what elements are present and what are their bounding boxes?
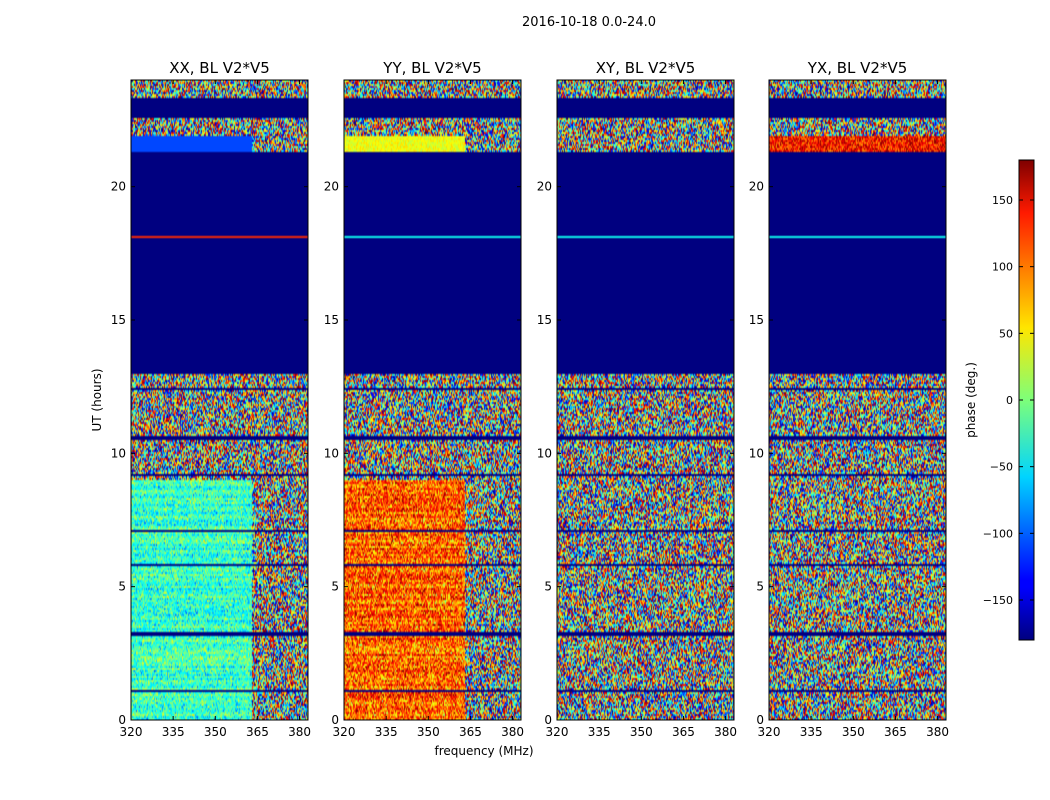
x-tick-label: 380 (288, 725, 311, 739)
panel-0: XX, BL V2*V5 320 335 350 365 380 0 5 10 15 20 (111, 59, 311, 739)
panel-title: YY, BL V2*V5 (382, 59, 481, 77)
y-tick-label: 15 (749, 313, 764, 327)
y-tick-label: 0 (118, 713, 126, 727)
colorbar-tick-label: −100 (983, 527, 1013, 540)
y-tick-label: 5 (118, 580, 126, 594)
y-tick-label: 5 (544, 580, 552, 594)
y-tick-label: 15 (324, 313, 339, 327)
x-tick-label: 335 (162, 725, 185, 739)
y-tick-label: 0 (544, 713, 552, 727)
panel-1: YY, BL V2*V5 320 335 350 365 380 0 5 10 15 20 (324, 59, 524, 739)
x-tick-label: 335 (588, 725, 611, 739)
x-tick-label: 365 (459, 725, 482, 739)
colorbar-tick-label: −50 (990, 461, 1013, 474)
x-tick-label: 350 (417, 725, 440, 739)
x-axis-label: frequency (MHz) (434, 744, 533, 758)
x-tick-label: 335 (375, 725, 398, 739)
heatmap-image (344, 80, 521, 720)
colorbar-tick-label: 0 (1006, 394, 1013, 407)
x-tick-label: 350 (630, 725, 653, 739)
colorbar-tick-label: 50 (999, 327, 1013, 340)
panel-title: XX, BL V2*V5 (169, 59, 270, 77)
x-tick-label: 380 (926, 725, 949, 739)
y-tick-label: 5 (756, 580, 764, 594)
x-tick-label: 365 (246, 725, 269, 739)
y-tick-label: 10 (324, 446, 339, 460)
plot-frame (556, 79, 735, 721)
y-tick-label: 15 (537, 313, 552, 327)
x-tick-label: 350 (842, 725, 865, 739)
heatmap-image (769, 80, 946, 720)
colorbar-tick-label: 100 (992, 261, 1013, 274)
panel-2: XY, BL V2*V5 320 335 350 365 380 0 5 10 15 20 (537, 59, 737, 739)
colorbar-ticks: −150 −100 −50 0 50 100 150 (983, 194, 1034, 607)
y-tick-label: 10 (111, 446, 126, 460)
y-tick-label: 15 (111, 313, 126, 327)
x-tick-label: 380 (501, 725, 524, 739)
figure-suptitle: 2016-10-18 0.0-24.0 (522, 15, 656, 30)
panel-title: YX, BL V2*V5 (807, 59, 908, 77)
panel-title: XY, BL V2*V5 (596, 59, 696, 77)
y-tick-label: 20 (111, 180, 126, 194)
x-tick-label: 350 (204, 725, 227, 739)
plot-frame (343, 79, 522, 721)
plot-frame (130, 79, 309, 721)
colorbar-tick-label: 150 (992, 194, 1013, 207)
plot-frame (768, 79, 947, 721)
x-tick-label: 320 (546, 725, 569, 739)
panel-3: YX, BL V2*V5 320 335 350 365 380 0 5 10 15 20 (749, 59, 949, 739)
x-tick-label: 365 (884, 725, 907, 739)
heatmap-image (557, 80, 734, 720)
y-tick-label: 10 (749, 446, 764, 460)
x-tick-label: 365 (672, 725, 695, 739)
y-tick-label: 20 (324, 180, 339, 194)
x-tick-label: 320 (758, 725, 781, 739)
y-tick-label: 5 (331, 580, 339, 594)
x-tick-label: 335 (800, 725, 823, 739)
colorbar-label: phase (deg.) (964, 362, 978, 438)
x-tick-label: 320 (120, 725, 143, 739)
y-tick-label: 0 (331, 713, 339, 727)
x-tick-label: 380 (714, 725, 737, 739)
colorbar-tick-label: −150 (983, 594, 1013, 607)
y-axis-label: UT (hours) (90, 368, 104, 431)
y-tick-label: 0 (756, 713, 764, 727)
y-tick-label: 20 (537, 180, 552, 194)
colorbar: −150 −100 −50 0 50 100 150 phase (deg.) (964, 159, 1035, 641)
y-tick-label: 10 (537, 446, 552, 460)
heatmap-image (131, 80, 308, 720)
y-tick-label: 20 (749, 180, 764, 194)
x-tick-label: 320 (333, 725, 356, 739)
